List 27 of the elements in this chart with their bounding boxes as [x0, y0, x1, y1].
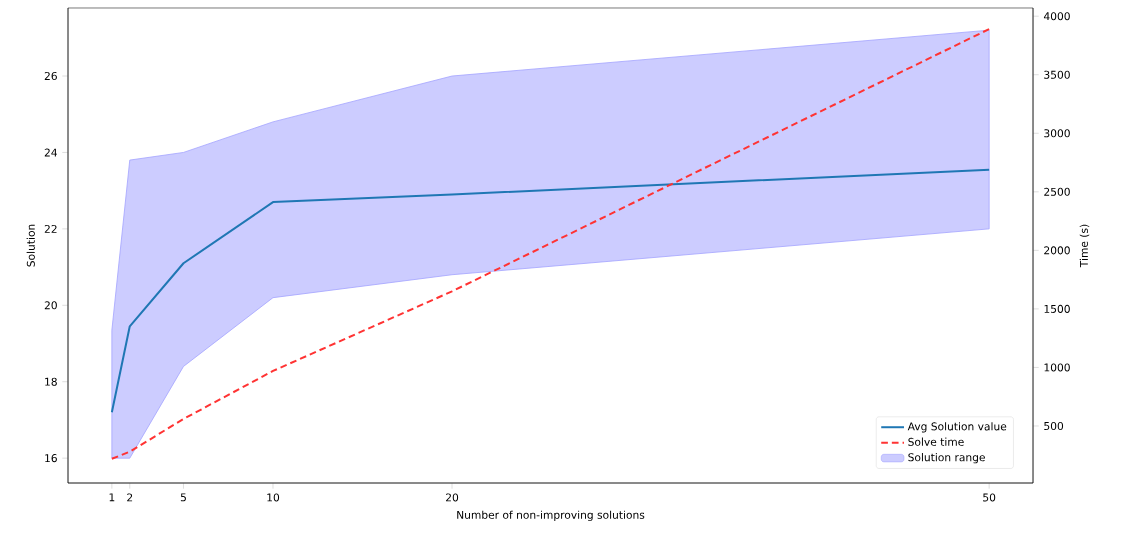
- y-tick-label: 26: [44, 71, 57, 81]
- y2-tick-label: 1500: [1044, 304, 1070, 313]
- y-axis-title: Solution: [26, 224, 35, 267]
- x-tick-label: 50: [983, 493, 996, 502]
- y2-tick-label: 1000: [1044, 363, 1070, 372]
- y-tick-label: 20: [44, 301, 57, 310]
- y2-tick-label: 3500: [1044, 70, 1070, 79]
- y2-tick-label: 2500: [1044, 187, 1070, 196]
- y2-tick-label: 3000: [1044, 129, 1070, 138]
- y-tick-label: 22: [44, 224, 57, 233]
- legend-label: Solution range: [908, 453, 985, 464]
- line-series: [110, 168, 991, 414]
- y2-tick-label: 2000: [1044, 246, 1070, 255]
- y-tick-label: 18: [45, 377, 57, 386]
- legend-label: Solve time: [908, 437, 964, 446]
- x-tick-label: 5: [180, 493, 186, 502]
- y-tick-label: 24: [44, 148, 57, 157]
- x-tick-label: 1: [109, 493, 115, 502]
- legend-label: Avg Solution value: [907, 422, 1007, 433]
- x-tick-label: 2: [127, 493, 133, 502]
- y2-axis-title: Time (s): [1079, 224, 1090, 268]
- y2-tick-label: 4000: [1043, 12, 1070, 21]
- y-tick-label: 16: [45, 454, 57, 463]
- x-tick-label: 10: [267, 493, 280, 502]
- y2-tick-label: 500: [1044, 421, 1064, 431]
- x-axis-title: Number of non-improving solutions: [457, 510, 645, 521]
- x-tick-label: 20: [446, 493, 459, 502]
